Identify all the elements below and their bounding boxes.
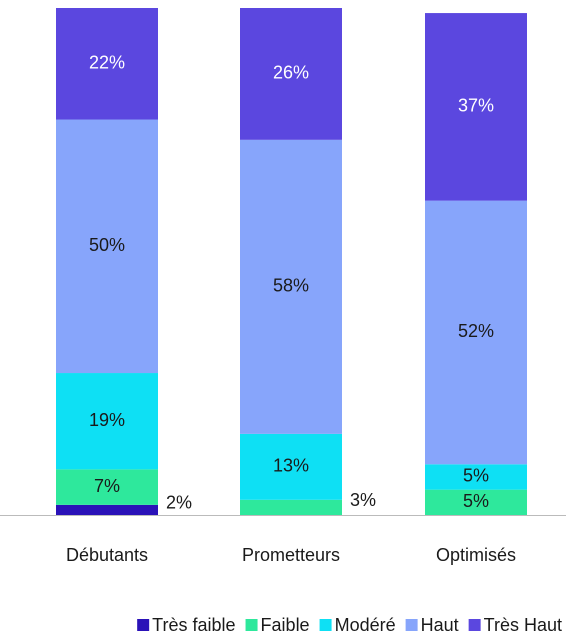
legend-label: Haut <box>421 615 459 635</box>
data-label: 3% <box>350 490 376 510</box>
bar-segment <box>240 433 342 500</box>
data-label: 50% <box>89 235 125 255</box>
legend-label: Très Haut <box>484 615 562 635</box>
legend-swatch <box>405 619 418 631</box>
legend-swatch <box>468 619 481 631</box>
legend-label: Modéré <box>335 615 396 635</box>
bar-segment <box>240 499 342 515</box>
bar-segment <box>56 119 158 374</box>
bar-segment <box>56 373 158 470</box>
data-label: 2% <box>166 493 192 513</box>
legend-label: Faible <box>261 615 310 635</box>
bar-segment <box>56 504 158 515</box>
data-label: 26% <box>273 63 309 83</box>
data-label: 52% <box>458 321 494 341</box>
legend-label: Très faible <box>152 615 235 635</box>
data-label: 5% <box>463 491 489 511</box>
x-tick-label: Débutants <box>66 545 148 565</box>
bar-segment <box>425 200 527 465</box>
bar-segment <box>240 139 342 434</box>
bar-segment <box>425 13 527 201</box>
bar-segment <box>56 8 158 120</box>
legend-swatch <box>319 619 332 631</box>
legend-swatch <box>137 619 150 631</box>
x-tick-label: Optimisés <box>436 545 516 565</box>
data-label: 5% <box>463 466 489 486</box>
bar-segment <box>240 8 342 140</box>
data-label: 22% <box>89 53 125 73</box>
x-tick-label: Prometteurs <box>242 545 340 565</box>
bar-segment <box>425 489 527 515</box>
data-label: 19% <box>89 410 125 430</box>
data-label: 13% <box>273 456 309 476</box>
bar-segment <box>425 464 527 490</box>
bar-segment <box>56 469 158 505</box>
legend-swatch <box>245 619 258 631</box>
data-label: 58% <box>273 276 309 296</box>
data-label: 7% <box>94 476 120 496</box>
data-label: 37% <box>458 96 494 116</box>
